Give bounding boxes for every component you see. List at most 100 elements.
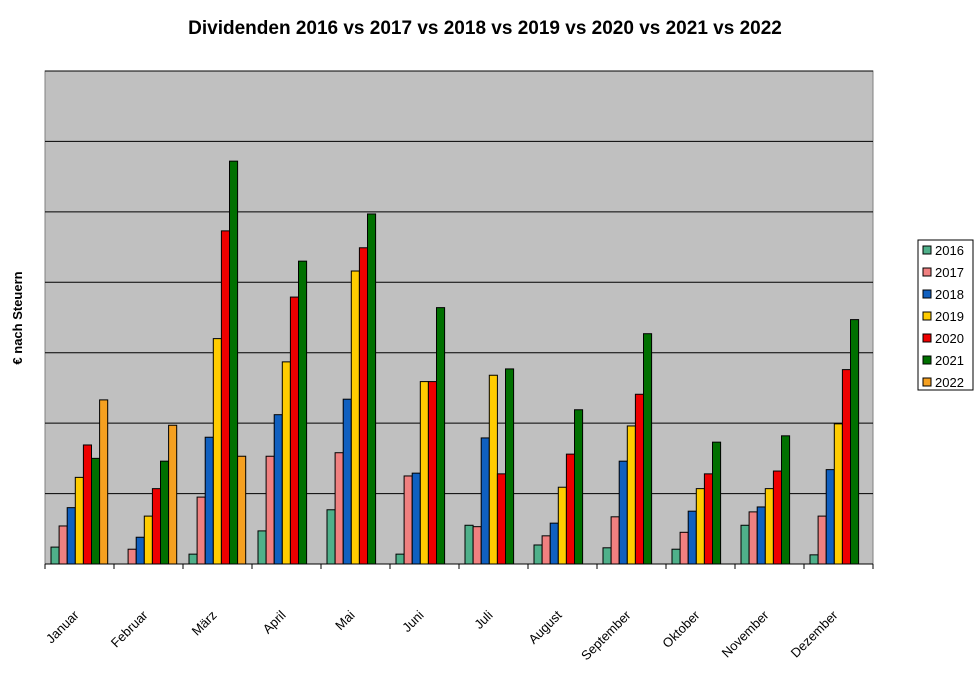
legend-label: 2016 <box>935 243 964 258</box>
bar-2016-Mai <box>326 509 336 565</box>
bar-2017-August <box>541 535 551 565</box>
bar-2017-November <box>748 511 758 565</box>
bar-2017-Februar <box>127 548 137 565</box>
bar-2016-Juni <box>395 553 405 565</box>
bar-2018-August <box>549 522 559 565</box>
legend-swatch-2020 <box>922 333 932 343</box>
bar-2016-April <box>257 530 267 565</box>
bar-2016-März <box>188 553 198 565</box>
bar-2018-Dezember <box>825 469 835 565</box>
x-tick-label: Juni <box>399 607 427 635</box>
bar-2022-Februar <box>168 424 178 565</box>
bar-2017-April <box>265 455 275 565</box>
x-tick-label: August <box>525 607 564 646</box>
bar-2018-Juli <box>480 437 490 565</box>
bar-2020-April <box>289 296 299 565</box>
bar-2019-November <box>764 488 774 565</box>
legend-label: 2019 <box>935 309 964 324</box>
bar-2021-April <box>298 260 308 565</box>
bar-2019-März <box>212 338 222 565</box>
bar-2021-Mai <box>367 213 377 565</box>
bar-2020-September <box>634 393 645 565</box>
bar-2016-Dezember <box>809 554 819 565</box>
bar-2019-April <box>281 361 291 565</box>
bar-2019-Januar <box>74 476 84 565</box>
bar-2017-Dezember <box>817 515 827 565</box>
x-tick-label: Juli <box>471 607 495 631</box>
x-tick-label: Januar <box>43 607 82 646</box>
bar-2022-März <box>237 455 247 565</box>
bar-2017-Juni <box>403 475 413 565</box>
bar-2017-Juli <box>472 526 482 565</box>
bar-2016-November <box>740 524 750 565</box>
bar-2017-Januar <box>58 525 68 565</box>
x-tick-label: Oktober <box>659 607 703 651</box>
bar-2020-Februar <box>151 488 161 565</box>
bar-2020-Oktober <box>703 473 714 565</box>
bar-2022-Januar <box>99 399 109 565</box>
gridlines <box>45 70 873 495</box>
legend-label: 2022 <box>935 375 964 390</box>
bar-2018-Februar <box>135 536 145 565</box>
bar-2020-März <box>220 230 230 565</box>
bar-2016-August <box>533 544 543 565</box>
bar-2017-Mai <box>334 452 344 565</box>
x-tick-labels: Januar Februar März April Mai Juni Juli August S… <box>43 607 841 663</box>
bar-2021-August <box>574 409 584 565</box>
bar-2019-September <box>626 425 636 565</box>
legend-swatch-2022 <box>922 377 932 387</box>
x-tick-label: November <box>719 607 772 660</box>
x-tick-label: April <box>260 607 289 636</box>
legend-label: 2018 <box>935 287 964 302</box>
bar-2019-Februar <box>143 515 153 565</box>
bar-2021-Dezember <box>850 319 860 565</box>
bar-2020-Juni <box>427 381 437 565</box>
legend-swatch-2018 <box>922 289 932 299</box>
bar-2021-Oktober <box>712 441 722 565</box>
bar-2017-Oktober <box>679 531 689 565</box>
y-axis-label: € nach Steuern <box>10 271 25 364</box>
x-tick-label: Februar <box>108 607 151 650</box>
bar-2020-Dezember <box>841 369 852 565</box>
bar-2018-Juni <box>411 472 421 565</box>
bar-2018-Januar <box>66 507 76 565</box>
bar-2016-Juli <box>464 524 474 565</box>
bar-2018-April <box>273 414 283 565</box>
bar-2021-Januar <box>91 457 101 565</box>
legend-swatch-2016 <box>922 245 932 255</box>
legend-swatch-2017 <box>922 267 932 277</box>
chart-title: Dividenden 2016 vs 2017 vs 2018 vs 2019 … <box>188 18 782 39</box>
x-tick-label: Mai <box>332 607 357 632</box>
bar-2021-Juni <box>436 307 446 565</box>
legend-swatch-2019 <box>922 311 932 321</box>
bar-2021-September <box>643 333 653 565</box>
bar-2019-Dezember <box>833 423 843 565</box>
bar-2019-Oktober <box>695 488 705 565</box>
bar-2016-Januar <box>50 546 60 565</box>
legend-label: 2017 <box>935 265 964 280</box>
bar-2016-September <box>602 547 612 565</box>
bar-2018-September <box>618 460 628 565</box>
bar-2016-Oktober <box>671 548 681 565</box>
bar-2020-November <box>772 470 783 565</box>
bar-2018-November <box>756 506 766 565</box>
x-tick-label: März <box>189 608 220 639</box>
bar-2019-Juni <box>419 381 429 565</box>
bar-2021-November <box>781 435 791 565</box>
bar-2018-Mai <box>342 398 352 565</box>
bar-2018-Oktober <box>687 510 697 565</box>
bar-2017-September <box>610 516 620 565</box>
bar-2020-August <box>565 453 576 565</box>
bar-2018-März <box>204 436 214 565</box>
bar-2019-August <box>557 486 567 565</box>
bar-2020-Mai <box>358 247 368 565</box>
x-tick-label: September <box>578 607 634 663</box>
legend-label: 2020 <box>935 331 964 346</box>
x-tick-label: Dezember <box>788 607 841 660</box>
bar-2019-Mai <box>350 270 360 565</box>
bar-2020-Juli <box>496 473 506 565</box>
bar-2021-März <box>229 160 239 565</box>
legend-swatch-2021 <box>922 355 932 365</box>
bar-2021-Februar <box>160 460 170 565</box>
